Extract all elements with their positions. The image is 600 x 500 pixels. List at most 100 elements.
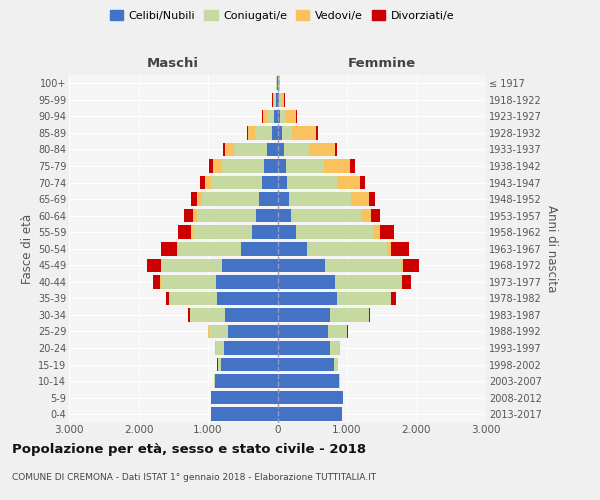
Bar <box>222 159 263 173</box>
Bar <box>350 159 355 173</box>
Bar <box>256 209 277 222</box>
Bar <box>161 242 177 256</box>
Bar <box>280 110 286 123</box>
Bar <box>161 275 217 288</box>
Bar <box>274 93 276 106</box>
Bar <box>391 292 395 305</box>
Bar <box>277 391 343 404</box>
Bar <box>222 258 277 272</box>
Bar <box>277 142 284 156</box>
Bar <box>277 126 281 140</box>
Bar <box>274 110 277 123</box>
Bar <box>281 93 284 106</box>
Bar <box>403 258 419 272</box>
Bar <box>178 242 241 256</box>
Bar <box>324 159 350 173</box>
Y-axis label: Anni di nascita: Anni di nascita <box>545 205 559 292</box>
Bar <box>402 275 410 288</box>
Bar <box>277 226 296 239</box>
Bar <box>335 275 401 288</box>
Bar <box>277 408 342 421</box>
Bar <box>335 142 337 156</box>
Bar <box>218 358 221 372</box>
Bar <box>215 374 277 388</box>
Bar <box>263 110 267 123</box>
Legend: Celibi/Nubili, Coniugati/e, Vedovi/e, Divorziati/e: Celibi/Nubili, Coniugati/e, Vedovi/e, Di… <box>106 6 458 25</box>
Bar <box>241 242 277 256</box>
Bar <box>247 126 248 140</box>
Bar <box>221 358 277 372</box>
Bar <box>292 209 361 222</box>
Bar <box>170 292 217 305</box>
Bar <box>197 192 202 206</box>
Bar <box>401 275 402 288</box>
Bar <box>277 176 287 190</box>
Bar <box>161 258 222 272</box>
Bar <box>277 275 335 288</box>
Bar <box>331 342 340 355</box>
Bar <box>272 93 274 106</box>
Bar <box>289 192 351 206</box>
Bar <box>316 126 318 140</box>
Bar <box>276 93 277 106</box>
Bar <box>325 258 401 272</box>
Bar <box>209 324 228 338</box>
Bar <box>277 110 280 123</box>
Bar <box>191 226 193 239</box>
Bar <box>254 126 272 140</box>
Bar <box>347 324 348 338</box>
Bar <box>388 242 391 256</box>
Bar <box>277 209 292 222</box>
Bar <box>188 308 190 322</box>
Bar <box>281 126 292 140</box>
Bar <box>369 308 370 322</box>
Bar <box>276 76 277 90</box>
Bar <box>373 226 380 239</box>
Bar <box>190 308 224 322</box>
Bar <box>267 142 277 156</box>
Bar <box>309 142 335 156</box>
Bar <box>211 408 277 421</box>
Bar <box>272 126 277 140</box>
Bar <box>259 192 277 206</box>
Bar <box>277 324 328 338</box>
Bar <box>184 209 193 222</box>
Bar <box>193 209 197 222</box>
Bar <box>277 358 334 372</box>
Bar <box>359 176 365 190</box>
Bar <box>361 209 371 222</box>
Text: Popolazione per età, sesso e stato civile - 2018: Popolazione per età, sesso e stato civil… <box>12 442 366 456</box>
Bar <box>351 192 368 206</box>
Bar <box>215 342 224 355</box>
Bar <box>166 292 169 305</box>
Bar <box>278 76 279 90</box>
Bar <box>277 308 329 322</box>
Bar <box>262 176 277 190</box>
Bar <box>277 292 337 305</box>
Bar <box>223 142 226 156</box>
Text: COMUNE DI CREMONA - Dati ISTAT 1° gennaio 2018 - Elaborazione TUTTITALIA.IT: COMUNE DI CREMONA - Dati ISTAT 1° gennai… <box>12 472 376 482</box>
Bar <box>191 192 197 206</box>
Bar <box>334 358 338 372</box>
Bar <box>279 93 281 106</box>
Bar <box>328 324 347 338</box>
Bar <box>368 192 375 206</box>
Bar <box>252 226 277 239</box>
Bar <box>371 209 380 222</box>
Bar <box>286 159 324 173</box>
Bar <box>307 242 388 256</box>
Bar <box>228 324 277 338</box>
Bar <box>391 242 409 256</box>
Bar <box>292 126 316 140</box>
Bar <box>177 242 178 256</box>
Bar <box>224 308 277 322</box>
Bar <box>286 110 296 123</box>
Text: Maschi: Maschi <box>147 57 199 70</box>
Bar <box>380 226 394 239</box>
Bar <box>211 391 277 404</box>
Bar <box>401 258 403 272</box>
Bar <box>211 176 262 190</box>
Bar <box>329 308 368 322</box>
Bar <box>197 209 256 222</box>
Text: Femmine: Femmine <box>347 57 416 70</box>
